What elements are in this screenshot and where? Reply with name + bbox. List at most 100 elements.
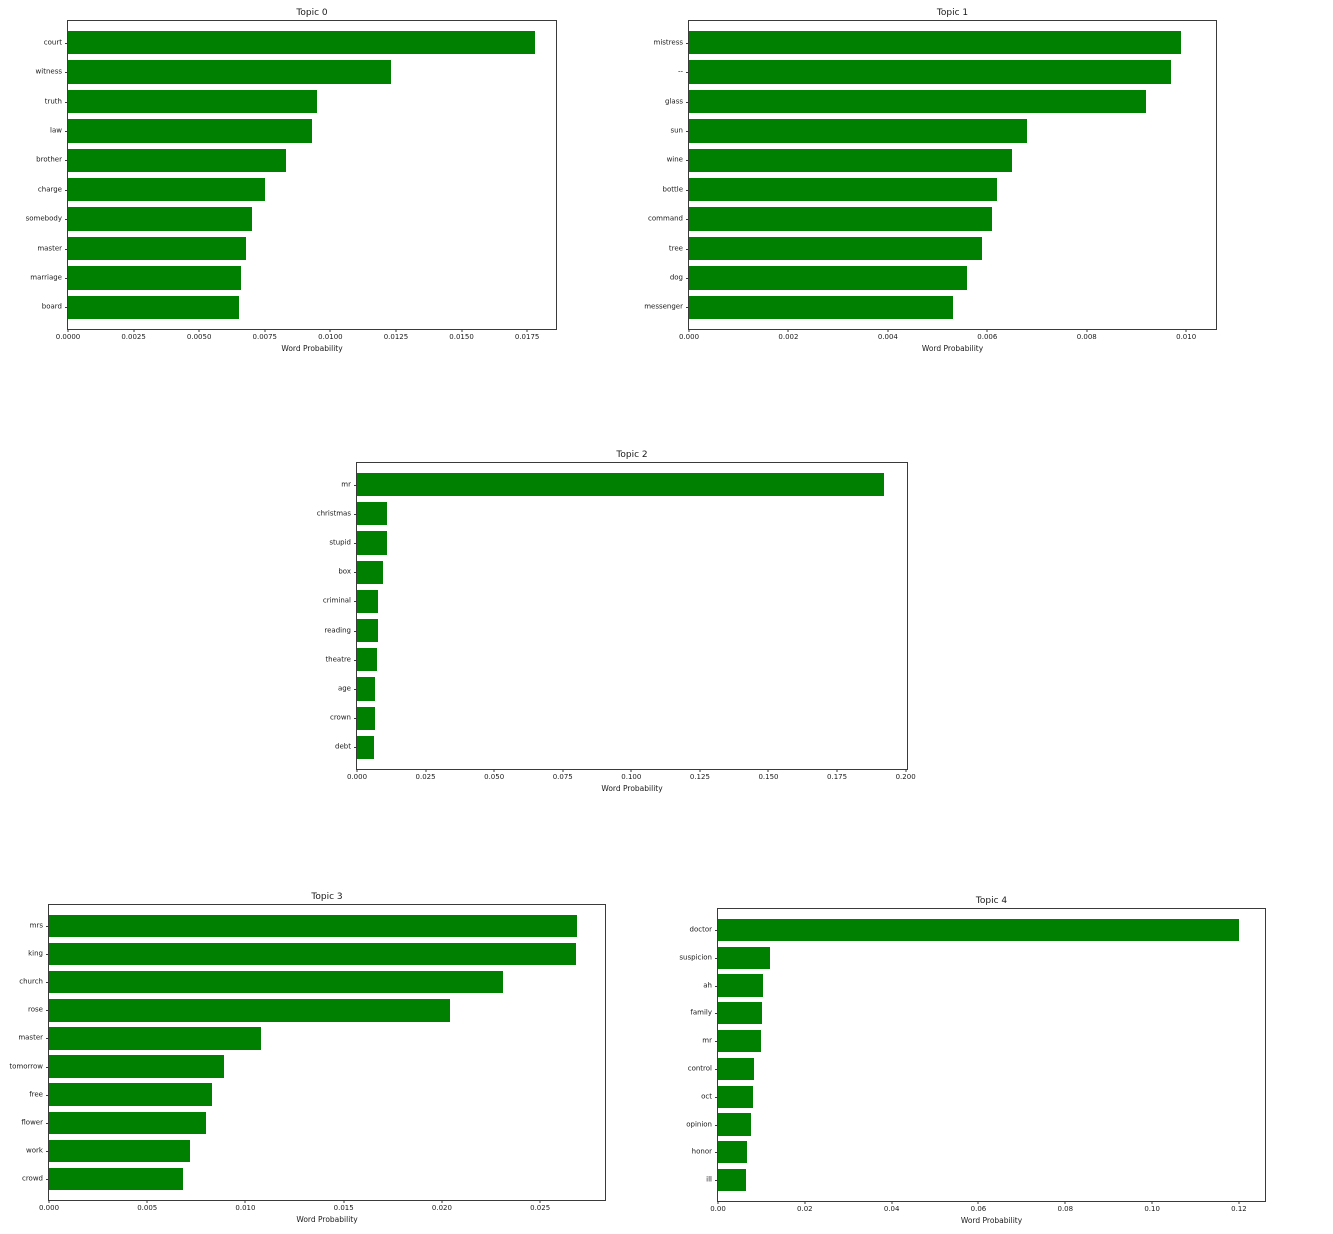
y-tick-label-tomorrow: tomorrow (9, 1062, 43, 1071)
y-tick-label-control: control (687, 1064, 712, 1073)
x-axis-label: Word Probability (960, 1216, 1023, 1225)
topic-3-chart: Topic 3 mrs king church rose master tomorrow f… (9, 892, 606, 1224)
bar-free (49, 1083, 213, 1106)
x-tick-mark (133, 329, 135, 332)
bar-theatre (357, 648, 377, 672)
x-tick-label-0.0000: 0.0000 (55, 333, 81, 341)
y-tick-label-mr: mr (702, 1036, 712, 1045)
x-tick-mark (767, 769, 769, 772)
y-tick-mark (715, 929, 718, 931)
x-tick-mark (539, 1200, 541, 1203)
y-tick-label-crown: crown (329, 713, 351, 722)
y-tick-mark (686, 101, 689, 103)
y-tick-mark (686, 219, 689, 221)
x-tick-label-0.150: 0.150 (758, 773, 779, 781)
y-tick-label-debt: debt (335, 742, 351, 751)
topic-2-chart: Topic 2 mr christmas stupid box criminal read… (317, 450, 916, 793)
bar-marriage (68, 266, 242, 290)
y-tick-mark (354, 630, 357, 632)
y-tick-mark (354, 601, 357, 603)
bar-suspicion (718, 946, 770, 969)
y-tick-label-opinion: opinion (686, 1120, 712, 1128)
y-tick-mark (65, 42, 68, 44)
y-tick-label-command: command (648, 214, 683, 223)
x-axis-label: Word Probability (296, 1215, 358, 1224)
bar-mr (357, 472, 884, 497)
x-tick-mark (1151, 1201, 1153, 1204)
x-tick-mark (67, 329, 69, 332)
y-tick-label-mistress: mistress (653, 38, 683, 47)
x-tick-label-0.015: 0.015 (333, 1204, 354, 1212)
y-tick-label-ill: ill (706, 1175, 712, 1184)
bar-wine (689, 148, 1013, 173)
y-tick-mark (686, 72, 689, 74)
y-tick-label-messenger: messenger (644, 302, 683, 311)
y-tick-mark (354, 718, 357, 720)
y-tick-mark (715, 985, 718, 987)
bar-age (357, 677, 376, 701)
chart-title: Topic 3 (311, 892, 343, 902)
y-tick-mark (715, 1013, 718, 1015)
bar-criminal (357, 589, 378, 614)
x-tick-label-0.10: 0.10 (1144, 1205, 1160, 1213)
bar-sun (689, 119, 1028, 143)
bar-flower (49, 1111, 207, 1134)
y-tick-mark (354, 659, 357, 661)
bar-crowd (49, 1167, 183, 1191)
bar-ill (718, 1168, 747, 1192)
y-tick-label-master: master (18, 1033, 43, 1042)
y-tick-mark (46, 1122, 49, 1124)
y-tick-mark (65, 189, 68, 191)
bar-control (718, 1057, 755, 1080)
x-tick-mark (688, 329, 690, 332)
bar-doctor (718, 918, 1239, 941)
x-tick-label-0.12: 0.12 (1231, 1205, 1247, 1213)
y-tick-mark (46, 1178, 49, 1180)
bar-ah (718, 974, 763, 997)
chart-title: Topic 1 (936, 8, 969, 18)
y-tick-label-somebody: somebody (25, 214, 62, 223)
bar-church (49, 971, 503, 994)
x-tick-mark (244, 1200, 246, 1203)
x-tick-label-0.0125: 0.0125 (383, 333, 409, 341)
y-tick-label-board: board (41, 302, 62, 311)
y-tick-label-suspicion: suspicion (679, 953, 712, 962)
x-tick-mark (1185, 329, 1187, 332)
x-tick-mark (804, 1201, 806, 1204)
y-tick-mark (715, 1180, 718, 1182)
x-tick-label-0.0175: 0.0175 (514, 333, 540, 341)
x-tick-mark (493, 769, 495, 772)
y-tick-label-marriage: marriage (30, 273, 62, 282)
bar-mistress (689, 30, 1182, 55)
x-tick-label-0.125: 0.125 (689, 773, 710, 781)
bar-stupid (357, 531, 387, 555)
y-tick-mark (686, 42, 689, 44)
y-tick-mark (46, 1010, 49, 1012)
x-tick-label-0.004: 0.004 (877, 333, 898, 341)
y-tick-label-wine: wine (666, 155, 683, 164)
y-tick-mark (715, 1096, 718, 1098)
x-tick-label-0.020: 0.020 (431, 1204, 452, 1212)
x-tick-label-0.000: 0.000 (678, 333, 700, 341)
chart-title: Topic 4 (975, 896, 1008, 906)
y-tick-label-sun: sun (670, 126, 683, 135)
y-tick-mark (65, 219, 68, 221)
x-tick-mark (146, 1200, 148, 1203)
y-tick-label-criminal: criminal (322, 596, 351, 605)
y-tick-label-court: court (43, 38, 62, 47)
x-tick-label-0.005: 0.005 (137, 1204, 158, 1212)
y-tick-label-ah: ah (703, 981, 712, 989)
y-tick-mark (46, 1038, 49, 1040)
y-tick-label-rose: rose (28, 1005, 43, 1014)
topic-1-chart: Topic 1 mistress -- glass sun wine bottle comm… (644, 8, 1217, 353)
topic-2-plot-area: mr christmas stupid box criminal reading theat… (317, 470, 907, 762)
bar-master (49, 1027, 262, 1050)
y-tick-mark (354, 484, 357, 486)
x-tick-mark (264, 329, 266, 332)
x-tick-mark (562, 769, 564, 772)
bar-christmas (357, 502, 388, 526)
y-tick-mark (686, 189, 689, 191)
bar-mr (718, 1029, 761, 1053)
x-tick-mark (343, 1200, 345, 1203)
